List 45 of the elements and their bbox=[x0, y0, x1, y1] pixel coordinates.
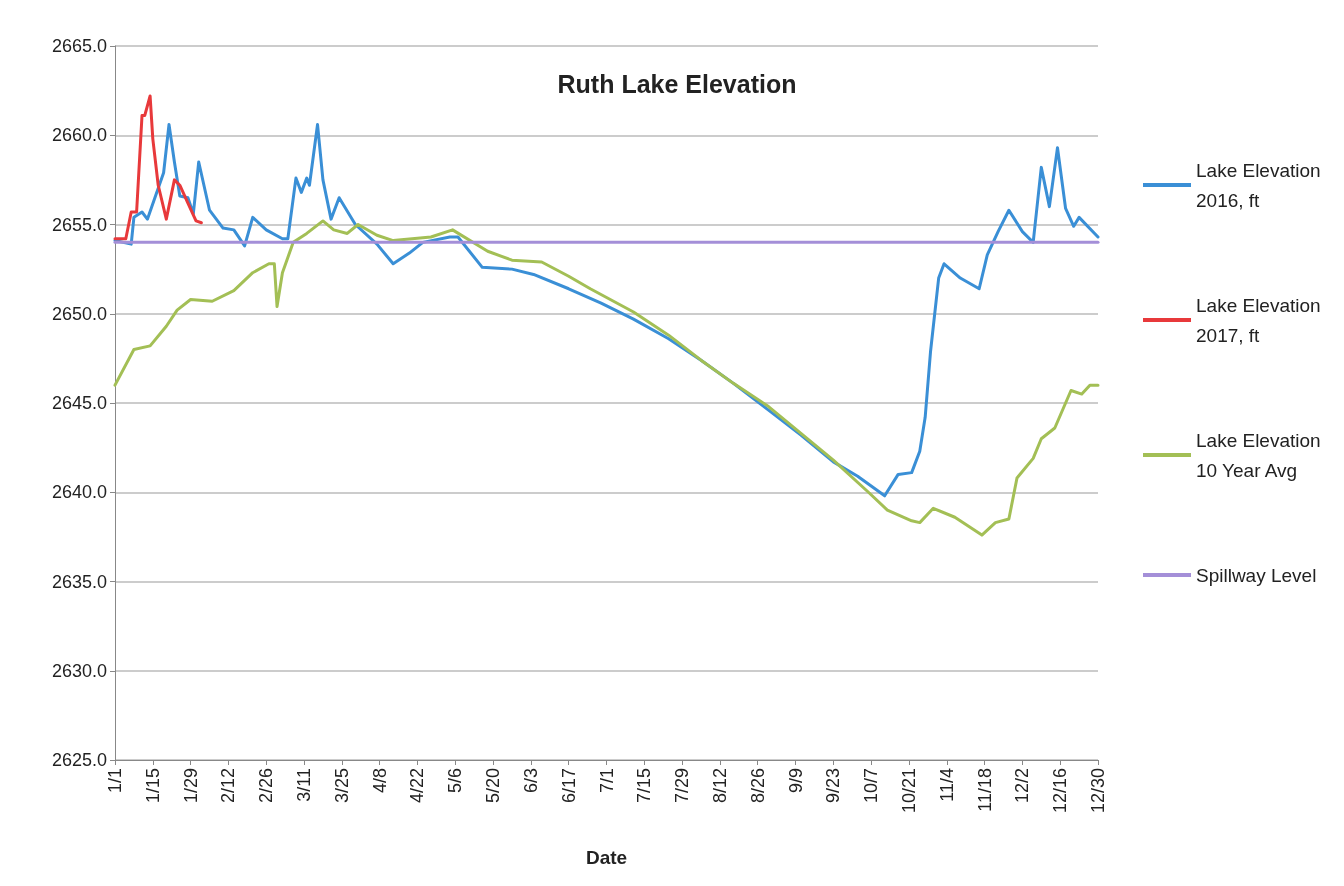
x-tick-label: 11/18 bbox=[974, 768, 995, 812]
y-tick-label: 2665.0 bbox=[51, 36, 107, 56]
x-tick-label: 9/23 bbox=[823, 768, 844, 804]
x-tick-label: 8/26 bbox=[747, 768, 768, 804]
x-tick-label: 6/3 bbox=[520, 768, 541, 794]
y-tick-label: 2650.0 bbox=[51, 303, 107, 324]
line-series bbox=[113, 123, 1100, 498]
x-tick-label: 12/16 bbox=[1050, 768, 1071, 814]
x-tick-label: 5/20 bbox=[483, 768, 504, 804]
x-tick-label: 7/15 bbox=[634, 768, 655, 804]
x-tick-label: 2/12 bbox=[218, 768, 239, 804]
x-tick-label: 9/9 bbox=[785, 768, 806, 794]
y-tick-label: 2635.0 bbox=[51, 571, 107, 592]
line-series bbox=[113, 219, 1100, 537]
y-tick-label: 2630.0 bbox=[51, 660, 107, 681]
legend-label: Lake Elevation 10 Year Avg bbox=[1196, 429, 1326, 481]
x-tick-label: 10/21 bbox=[898, 768, 919, 814]
y-tick-label: 2640.0 bbox=[51, 482, 107, 503]
legend-label: Spillway Level bbox=[1196, 564, 1317, 586]
x-tick-label: 8/12 bbox=[709, 768, 730, 804]
x-tick-label: 6/17 bbox=[558, 768, 579, 804]
x-tick-label: 2/26 bbox=[256, 768, 277, 804]
x-tick-label: 12/2 bbox=[1012, 768, 1033, 804]
x-tick-label: 3/25 bbox=[331, 768, 352, 804]
legend-label: Lake Elevation 2016, ft bbox=[1196, 159, 1326, 211]
x-tick-label: 3/11 bbox=[294, 768, 315, 802]
x-tick-label: 1/1 bbox=[105, 768, 125, 794]
x-axis-title: Date bbox=[585, 847, 628, 868]
x-tick-label: 11/4 bbox=[936, 768, 957, 802]
x-tick-label: 1/15 bbox=[142, 768, 163, 804]
x-tick-label: 1/29 bbox=[180, 768, 201, 804]
x-tick-label: 4/8 bbox=[369, 768, 390, 794]
text: Ruth Lake Elevation bbox=[557, 69, 797, 98]
x-tick-label: 7/1 bbox=[596, 768, 617, 794]
x-tick-label: 5/6 bbox=[445, 768, 466, 794]
x-tick-label: 12/30 bbox=[1088, 768, 1108, 814]
x-tick-label: 10/7 bbox=[861, 768, 882, 804]
legend-label: Lake Elevation 2017, ft bbox=[1196, 294, 1326, 346]
y-tick-label: 2645.0 bbox=[51, 393, 107, 413]
line-series bbox=[113, 94, 203, 241]
x-tick-label: 7/29 bbox=[672, 768, 693, 804]
y-tick-label: 2660.0 bbox=[51, 125, 107, 146]
x-tick-label: 4/22 bbox=[407, 768, 428, 804]
y-tick-label: 2655.0 bbox=[51, 214, 107, 235]
y-tick-label: 2625.0 bbox=[51, 750, 107, 770]
